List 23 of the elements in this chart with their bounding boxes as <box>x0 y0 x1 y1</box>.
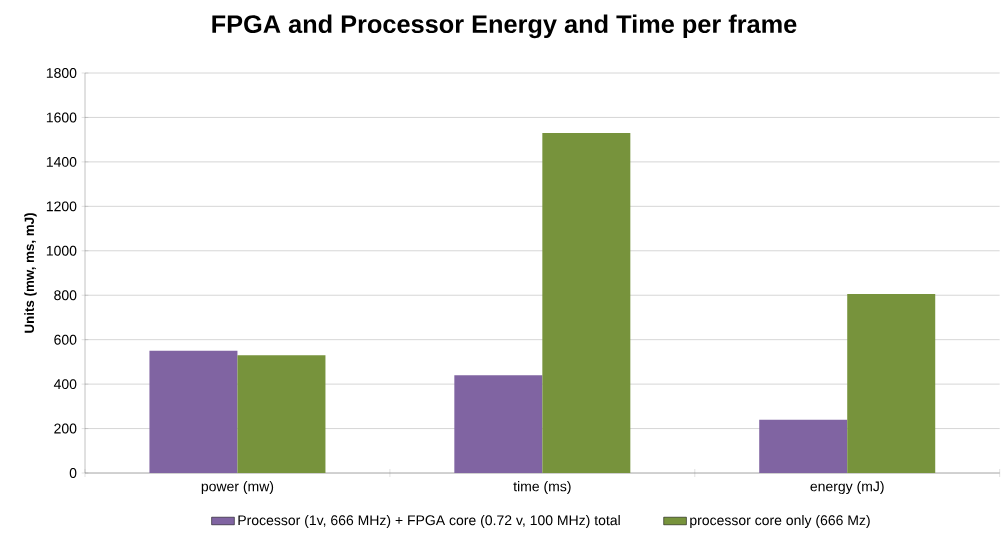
y-axis-title: Units (mw, ms, mJ) <box>24 213 37 333</box>
bar <box>759 419 848 473</box>
y-tick-label: 1000 <box>46 245 77 256</box>
y-tick-label: 200 <box>54 423 77 434</box>
x-tick-label: energy (mJ) <box>810 481 884 495</box>
legend-label: processor core only (666 Mz) <box>690 514 870 528</box>
bar <box>237 355 326 473</box>
bar <box>454 375 543 473</box>
chart-title: FPGA and Processor Energy and Time per frame <box>212 14 797 39</box>
y-tick-label: 0 <box>69 468 77 478</box>
y-tick-label: 1200 <box>46 201 77 212</box>
y-tick-label: 800 <box>54 290 77 301</box>
y-tick-label: 1600 <box>46 112 77 123</box>
x-tick-label: power (mw) <box>201 481 274 495</box>
y-tick-label: 600 <box>54 334 77 345</box>
bar <box>542 133 631 473</box>
legend-label: Processor (1v, 666 MHz) + FPGA core (0.72 v, 100 MHz) total <box>238 514 620 528</box>
y-tick-label: 1400 <box>46 156 77 167</box>
y-tick-label: 1800 <box>46 68 77 78</box>
bar <box>847 294 936 473</box>
x-tick-label: time (ms) <box>513 481 571 495</box>
bar <box>149 350 238 473</box>
y-tick-label: 400 <box>53 379 77 390</box>
